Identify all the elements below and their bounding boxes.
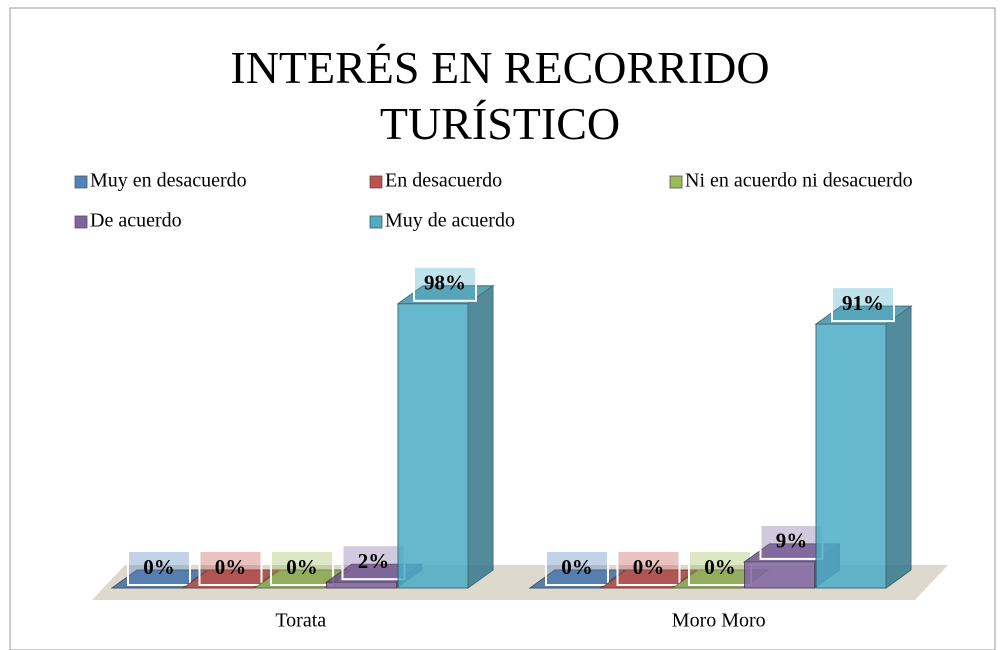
legend-swatch bbox=[369, 175, 383, 189]
data-label: 9% bbox=[776, 529, 808, 553]
data-label: 91% bbox=[842, 291, 884, 315]
x-tick-label: Moro Moro bbox=[672, 610, 766, 632]
legend-label: Ni en acuerdo ni desacuerdo bbox=[685, 170, 913, 192]
bar-front bbox=[815, 323, 887, 589]
chart-title: INTERÉS EN RECORRIDO TURÍSTICO bbox=[230, 42, 770, 149]
data-label-box bbox=[198, 550, 263, 586]
data-label: 0% bbox=[143, 555, 175, 579]
data-label-box bbox=[616, 550, 681, 586]
data-label-box bbox=[831, 286, 895, 323]
legend-label: De acuerdo bbox=[90, 210, 182, 232]
data-label-box bbox=[413, 265, 477, 302]
data-label: 0% bbox=[704, 555, 736, 579]
data-label: 2% bbox=[358, 549, 390, 573]
legend-label: Muy de acuerdo bbox=[385, 210, 515, 232]
legend-label: Muy en desacuerdo bbox=[90, 170, 247, 192]
data-label-box bbox=[759, 523, 824, 560]
legend-swatch bbox=[669, 175, 683, 189]
data-label: 0% bbox=[215, 555, 247, 579]
bar bbox=[396, 284, 495, 589]
data-label-box bbox=[127, 550, 191, 586]
data-label: 0% bbox=[561, 555, 593, 579]
data-label-box bbox=[545, 550, 609, 586]
bar-front bbox=[397, 303, 469, 589]
bar-side bbox=[885, 305, 912, 589]
legend-label: En desacuerdo bbox=[385, 170, 502, 192]
data-label: 0% bbox=[633, 555, 665, 579]
legend-swatch bbox=[74, 215, 88, 229]
data-label-box bbox=[270, 550, 334, 586]
x-tick-label: Torata bbox=[275, 610, 326, 632]
legend-swatch bbox=[369, 215, 383, 229]
data-label: 98% bbox=[424, 271, 466, 295]
bar-front bbox=[744, 561, 815, 589]
bar-side bbox=[467, 284, 494, 589]
data-label: 0% bbox=[286, 555, 318, 579]
bar-front bbox=[326, 581, 397, 589]
legend-swatch bbox=[74, 175, 88, 189]
bar bbox=[814, 305, 913, 589]
